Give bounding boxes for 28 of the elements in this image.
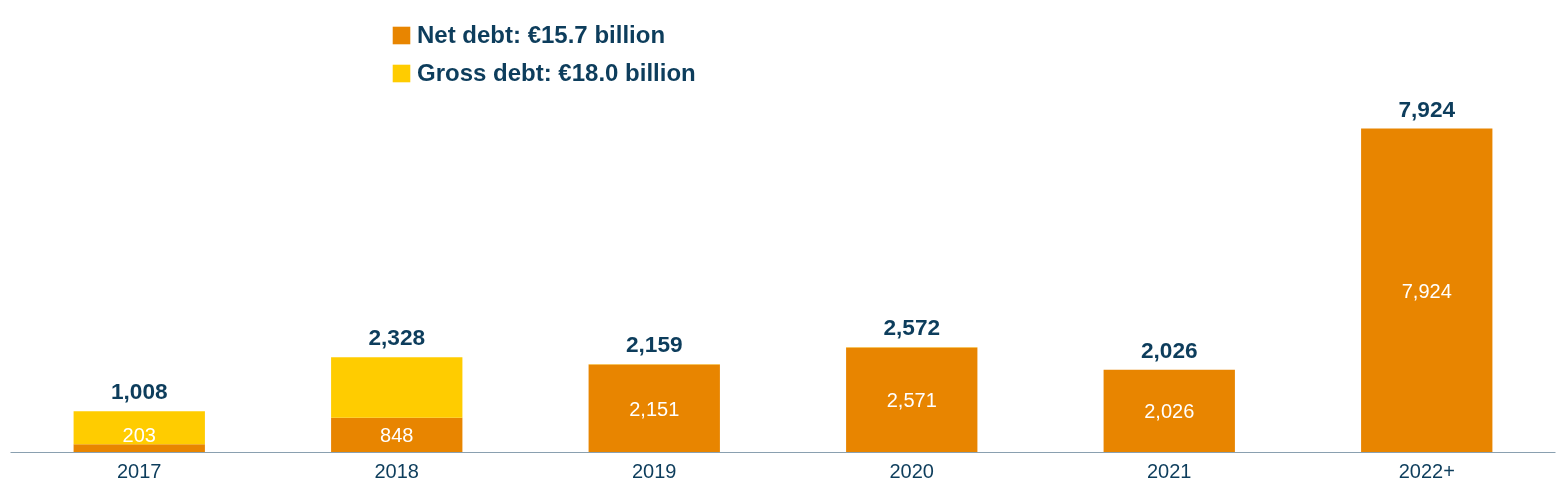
bar	[1361, 128, 1493, 453]
data-label: 848	[380, 423, 414, 446]
x-tick-label: 2019	[632, 459, 677, 482]
bar	[846, 347, 978, 453]
total-label: 2,328	[368, 324, 426, 351]
data-label: 2,151	[629, 397, 680, 420]
bar	[331, 417, 463, 453]
legend-label: Gross debt: €18.0 billion	[417, 59, 696, 87]
bar	[1103, 369, 1235, 453]
legend-label: Net debt: €15.7 billion	[417, 21, 666, 49]
total-label: 1,008	[110, 378, 168, 405]
data-label: 203	[122, 423, 156, 446]
total-label: 7,924	[1398, 95, 1456, 122]
data-label: 7,924	[1401, 279, 1452, 302]
x-tick-label: 2021	[1147, 459, 1192, 482]
x-tick-label: 2017	[117, 459, 162, 482]
data-label: 2,026	[1144, 400, 1195, 423]
bar	[588, 364, 720, 453]
bar	[331, 357, 463, 418]
total-label: 2,026	[1140, 336, 1198, 363]
x-tick-label: 2020	[889, 459, 934, 482]
x-tick-label: 2022+	[1398, 459, 1455, 482]
x-tick-label: 2018	[374, 459, 419, 482]
bar	[73, 411, 205, 445]
total-label: 2,572	[883, 314, 941, 341]
total-label: 2,159	[625, 331, 683, 358]
bar	[73, 444, 205, 453]
data-label: 2,571	[886, 388, 937, 411]
